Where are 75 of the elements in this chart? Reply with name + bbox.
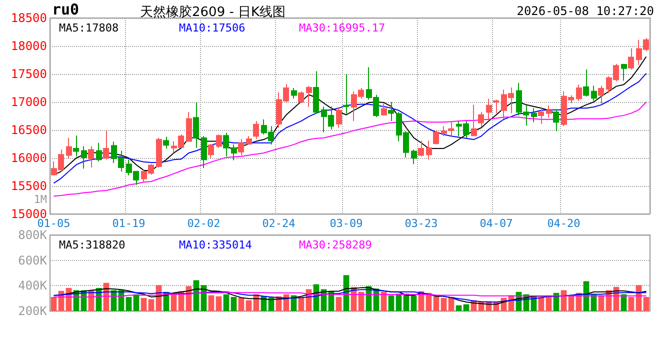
candlestick — [156, 137, 162, 168]
annotation: ru0 — [52, 0, 80, 18]
candlestick — [426, 140, 432, 160]
candlestick — [186, 112, 192, 142]
x-tick-label: 01-05 — [37, 217, 70, 230]
candlestick — [66, 137, 72, 158]
candlestick — [343, 74, 349, 114]
candlestick — [433, 130, 439, 146]
y-tick-label: 18500 — [10, 11, 47, 25]
line-series — [53, 102, 647, 197]
candlestick — [531, 108, 537, 123]
x-tick-label: 04-20 — [547, 217, 580, 230]
candlestick — [553, 109, 559, 132]
candlestick — [103, 130, 109, 160]
y-tick-label: 17000 — [10, 95, 47, 109]
candlestick — [216, 134, 222, 148]
candlestick — [538, 108, 544, 124]
candlestick — [81, 146, 87, 170]
candlestick — [193, 102, 199, 148]
x-tick-label: 04-07 — [480, 217, 513, 230]
candlestick — [246, 136, 252, 146]
y-tick-label: 15500 — [10, 179, 47, 193]
candlestick — [411, 149, 417, 165]
text: MA30:258289 — [299, 238, 372, 252]
candlestick — [336, 106, 342, 128]
candlestick — [621, 63, 627, 82]
text: MA10:335014 — [179, 238, 252, 252]
candlestick — [598, 85, 604, 104]
x-tick-label: 01-19 — [112, 217, 146, 230]
candlestick — [291, 88, 297, 100]
candlestick — [298, 90, 304, 104]
candlestick — [486, 98, 492, 120]
x-tick-label: 02-02 — [187, 217, 220, 230]
candlestick — [163, 136, 169, 149]
candlestick — [471, 104, 477, 137]
x-tick-label: 02-24 — [262, 217, 296, 230]
y-tick-label: 400K — [18, 278, 48, 293]
candlestick — [628, 48, 634, 70]
y-tick-label: 200K — [18, 304, 48, 318]
candlestick — [96, 142, 102, 162]
x-tick-label: 03-23 — [404, 217, 438, 230]
candlestick — [546, 104, 552, 118]
candlestick — [208, 144, 214, 158]
text: 2026-05-08 10:27:20 — [516, 4, 654, 18]
candlestick — [73, 135, 79, 157]
candlestick — [201, 136, 207, 169]
y-tick-label: 17500 — [10, 67, 47, 81]
candlestick — [238, 138, 244, 156]
candlestick — [388, 102, 394, 122]
line-series — [53, 72, 647, 184]
text: MA5:318820 — [59, 238, 126, 252]
text: MA10:17506 — [179, 22, 246, 34]
y-tick-label: 600K — [18, 253, 48, 268]
candlestick — [306, 85, 312, 108]
candlestick — [381, 103, 387, 116]
candlestick — [591, 85, 597, 102]
candlestick — [88, 146, 94, 168]
text: MA30:16995.17 — [299, 22, 386, 34]
candlestick — [576, 84, 582, 102]
candlestick — [478, 112, 484, 128]
y-tick-label: 800K — [18, 228, 48, 242]
candlestick — [253, 120, 259, 140]
candlestick — [223, 132, 229, 157]
candlestick — [313, 70, 319, 114]
y-tick-label: 18000 — [10, 39, 47, 53]
candlestick — [493, 99, 499, 114]
text: 1M — [34, 193, 48, 206]
candlestick — [583, 69, 589, 97]
candlestick — [418, 140, 424, 157]
chart-title: 天然橡胶2609 - 日K线图 — [140, 5, 286, 20]
y-tick-label: 16500 — [10, 123, 47, 137]
text: MA5:17808 — [59, 22, 119, 34]
y-tick-label: 16000 — [10, 151, 47, 165]
candlestick — [231, 144, 237, 161]
x-tick-label: 03-09 — [330, 217, 363, 230]
